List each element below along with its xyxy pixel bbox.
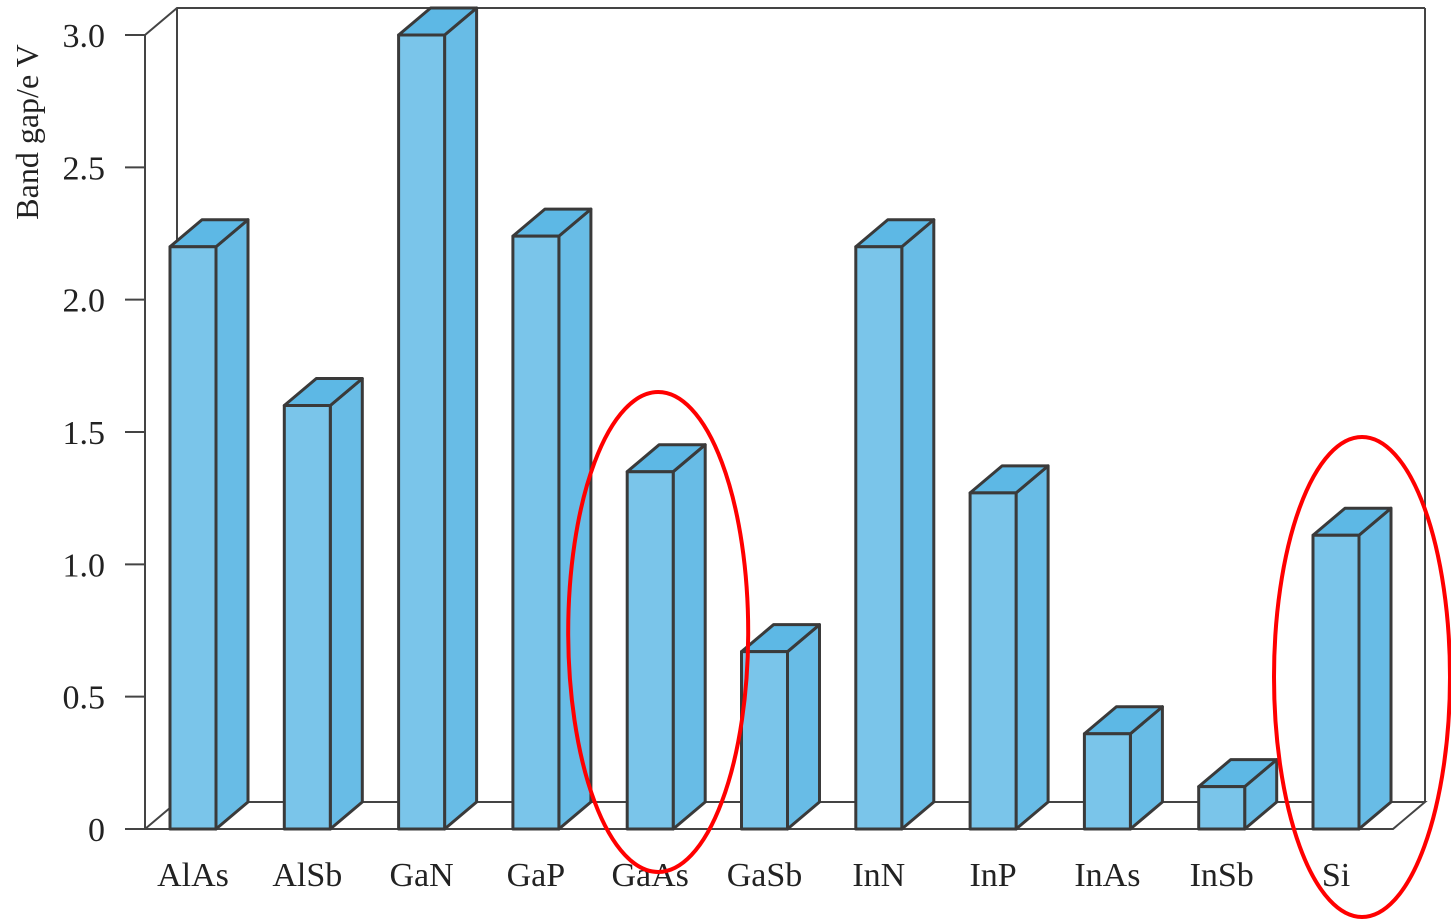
bar-gasb (740, 623, 821, 831)
bar-side (443, 6, 479, 831)
x-tick-label: GaSb (727, 857, 803, 894)
x-tick-label: InAs (1074, 857, 1140, 894)
bar-side (1357, 506, 1393, 831)
bar-inp (968, 464, 1050, 831)
bar-side (328, 377, 364, 831)
x-tick-label: InSb (1190, 857, 1254, 894)
x-tick-label: InP (969, 857, 1016, 894)
y-tick-label: 3.0 (63, 18, 106, 55)
bar-side (214, 218, 250, 831)
bar-side (786, 623, 821, 831)
bar-front (740, 650, 789, 831)
bar-front (168, 245, 218, 831)
y-tick-label: 2.5 (63, 150, 106, 187)
bar-side (1014, 464, 1050, 831)
bar-insb (1197, 758, 1279, 831)
x-tick-label: GaP (507, 857, 566, 894)
bar-side (557, 207, 593, 831)
bars (168, 6, 1393, 831)
x-axis-labels: AlAs AlSb GaN GaP GaAs GaSb InN InP InAs InSb Si (157, 857, 1350, 894)
y-tick-label: 0.5 (63, 680, 106, 717)
highlight-ellipse-si (1272, 435, 1451, 919)
bar-inn (854, 218, 936, 831)
x-tick-label: GaAs (611, 857, 688, 894)
bar-side (671, 443, 707, 831)
bar-alas (168, 218, 250, 831)
bar-front (397, 33, 447, 831)
y-tick-label: 1.5 (63, 415, 106, 452)
x-tick-label: Si (1322, 857, 1350, 894)
bar-front (625, 470, 675, 831)
bar-front (1197, 785, 1247, 831)
bar-front (968, 491, 1018, 831)
bar-gap (511, 207, 593, 831)
bar-front (1311, 533, 1361, 831)
x-tick-label: AlSb (272, 857, 342, 894)
bar-gan (397, 6, 479, 831)
y-axis-title: Band gap/e V (9, 44, 45, 219)
y-tick-label: 0 (88, 812, 105, 849)
y-axis: 0 0.5 1.0 1.5 2.0 2.5 3.0 (63, 18, 145, 849)
bar-side (900, 218, 936, 831)
bar-si (1311, 506, 1393, 831)
bar-alsb (282, 377, 364, 831)
bar-front (511, 234, 561, 831)
bar-front (1082, 732, 1132, 831)
bar-front (282, 404, 332, 831)
bar-gaas (625, 443, 707, 831)
back-top-edge (144, 7, 1425, 36)
x-tick-label: InN (852, 857, 905, 894)
highlight-ellipses (566, 390, 1451, 919)
bar-inas (1082, 705, 1164, 831)
x-tick-label: GaN (389, 857, 453, 894)
bar-front (854, 245, 904, 831)
y-tick-label: 2.0 (63, 283, 106, 320)
y-tick-label: 1.0 (63, 547, 106, 584)
highlight-ellipse-gaas (566, 390, 751, 874)
x-tick-label: AlAs (157, 857, 229, 894)
